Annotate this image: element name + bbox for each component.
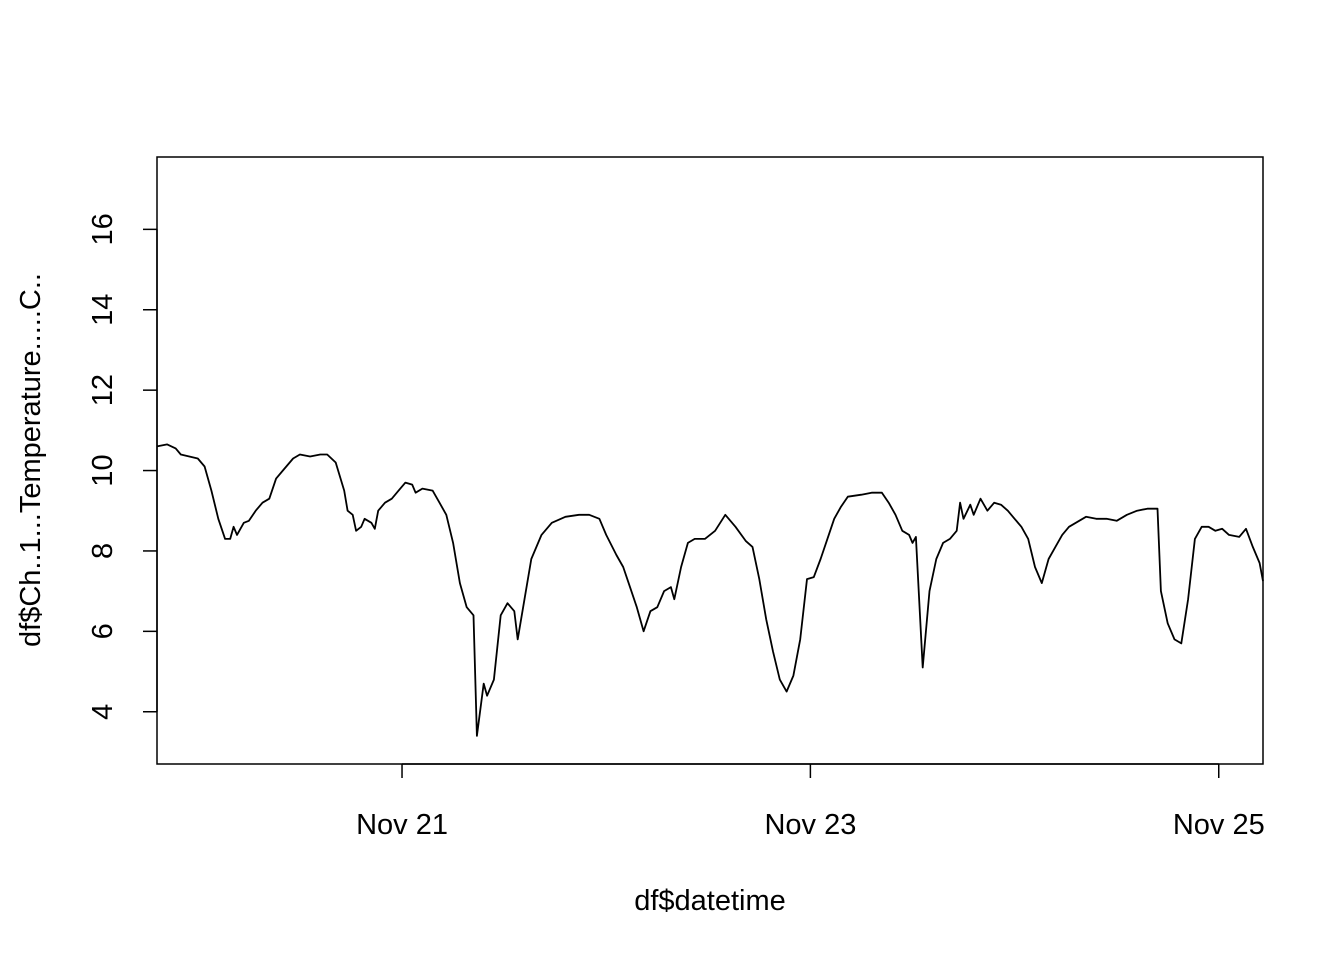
x-tick-label: Nov 21 [356, 809, 448, 841]
y-tick-label: 6 [87, 623, 119, 639]
y-tick-label: 10 [87, 454, 119, 486]
y-tick-label: 8 [87, 543, 119, 559]
y-axis-title: df$Ch..1...Temperature.....C.. [15, 273, 47, 647]
series-layer [156, 443, 1264, 737]
x-tick-label: Nov 25 [1173, 809, 1265, 841]
x-axis: Nov 21 Nov 23 Nov 25 [356, 763, 1265, 841]
y-tick-label: 14 [87, 294, 119, 326]
y-axis: 4 6 8 10 12 14 16 [87, 213, 158, 720]
x-tick-label: Nov 23 [764, 809, 856, 841]
y-tick-label: 4 [87, 704, 119, 720]
x-axis-title: df$datetime [634, 885, 786, 917]
y-tick-label: 12 [87, 374, 119, 406]
y-tick-label: 16 [87, 213, 119, 245]
series-line [156, 443, 1264, 737]
